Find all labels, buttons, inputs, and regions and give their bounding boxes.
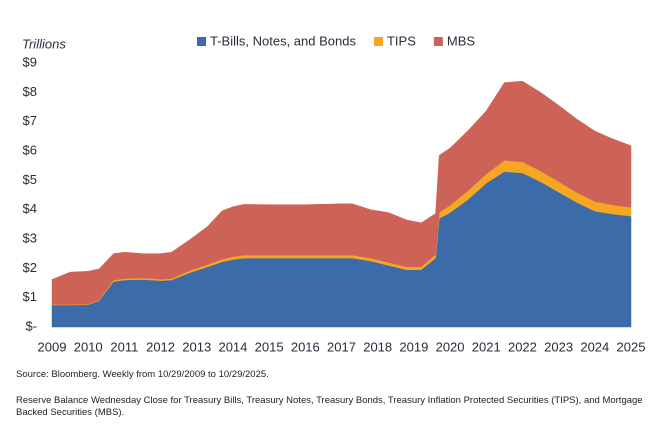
x-tick-label: 2023 (544, 339, 573, 354)
chart: Trillions $- $1 $2 $3 $4 $5 $6 $7 $8 $9 2009 2010 20… (22, 33, 646, 354)
x-tick-label: 2011 (110, 339, 138, 354)
y-tick-label: $1 (23, 289, 37, 304)
source-note: Source: Bloomberg. Weekly from 10/29/200… (16, 369, 269, 380)
x-tick-label: 2019 (399, 339, 428, 354)
x-tick-label: 2013 (182, 339, 211, 354)
y-tick-label: $3 (23, 230, 37, 245)
y-tick-label: $7 (23, 113, 37, 128)
x-tick-label: 2016 (291, 339, 320, 354)
legend-label: MBS (447, 33, 476, 48)
x-tick-label: 2009 (38, 339, 67, 354)
y-tick-label: $- (25, 318, 37, 333)
y-tick-label: $8 (23, 84, 37, 99)
x-tick-label: 2012 (146, 339, 175, 354)
legend-swatch (373, 37, 383, 46)
y-axis-label: Trillions (22, 36, 66, 51)
y-tick-label: $5 (23, 172, 37, 187)
x-tick-label: 2015 (255, 339, 284, 354)
x-tick-label: 2021 (472, 339, 501, 354)
legend-swatch (197, 37, 206, 46)
y-tick-label: $4 (23, 201, 37, 216)
legend-label: TIPS (387, 33, 416, 48)
footnote: Reserve Balance Wednesday Close for Trea… (16, 395, 643, 418)
x-tick-label: 2022 (508, 339, 537, 354)
x-tick-label: 2025 (617, 339, 646, 354)
area (51, 80, 632, 305)
x-tick-label: 2018 (363, 339, 392, 354)
x-tick-label: 2010 (74, 339, 103, 354)
x-tick-label: 2020 (436, 339, 465, 354)
x-tick-label: 2014 (218, 339, 247, 354)
legend-swatch (433, 37, 443, 46)
y-tick-label: $6 (23, 142, 37, 157)
y-tick-label: $2 (23, 260, 37, 275)
legend-label: T-Bills, Notes, and Bonds (210, 33, 356, 48)
x-tick-label: 2024 (580, 339, 609, 354)
x-tick-label: 2017 (327, 339, 356, 354)
y-tick-label: $9 (23, 54, 37, 69)
